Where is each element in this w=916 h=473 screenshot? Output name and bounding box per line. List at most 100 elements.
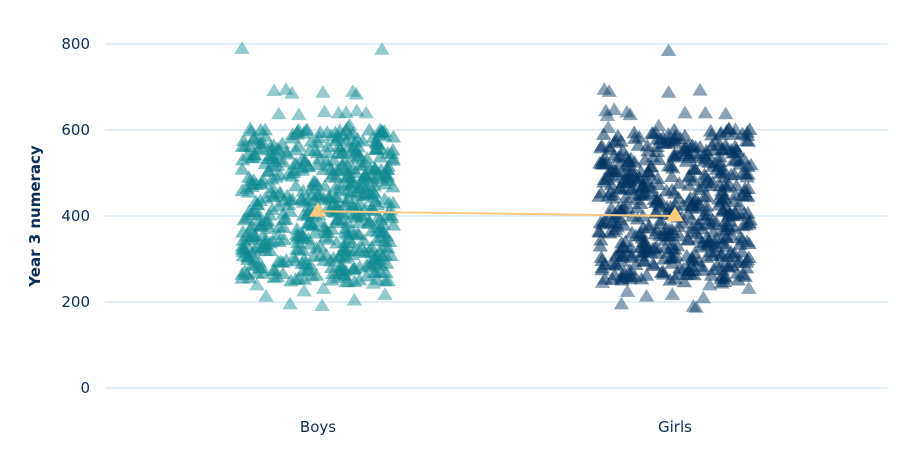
data-point-boys (364, 171, 381, 184)
data-point-boys (323, 260, 340, 273)
data-point-boys (307, 225, 323, 239)
data-point-girls (636, 253, 652, 267)
data-point-girls (740, 181, 756, 194)
data-point-girls (655, 264, 671, 277)
data-point-boys (320, 139, 336, 152)
data-point-boys (234, 41, 250, 54)
data-point-girls (664, 256, 680, 269)
data-point-boys (345, 84, 361, 97)
data-point-girls (606, 102, 622, 115)
data-point-boys (324, 272, 340, 286)
data-point-boys (271, 219, 287, 233)
data-point-girls (695, 290, 712, 304)
data-point-girls (692, 83, 708, 96)
data-point-girls (738, 166, 754, 180)
data-point-boys (261, 221, 278, 235)
data-point-girls (637, 152, 653, 166)
data-point-girls (734, 188, 751, 202)
data-point-boys (260, 151, 276, 165)
data-point-girls (732, 237, 748, 250)
data-point-girls (677, 105, 693, 119)
data-point-boys (338, 105, 354, 118)
data-point-girls (662, 273, 678, 286)
data-point-girls (664, 169, 680, 183)
data-point-girls (633, 271, 650, 285)
data-point-boys (262, 243, 278, 257)
data-point-boys (284, 86, 300, 99)
data-point-boys (275, 266, 291, 280)
data-point-boys (247, 258, 263, 271)
data-point-boys (349, 226, 366, 240)
data-point-girls (697, 105, 714, 119)
data-point-girls (687, 162, 704, 175)
data-point-girls (622, 107, 638, 121)
data-point-boys (356, 233, 372, 246)
data-point-girls (712, 127, 729, 141)
data-point-girls (688, 201, 705, 214)
mean-line (317, 210, 676, 217)
data-point-boys (385, 129, 402, 143)
data-point-boys (377, 273, 394, 287)
data-point-boys (355, 188, 371, 202)
data-point-girls (741, 281, 757, 294)
data-point-girls (626, 155, 643, 168)
data-point-girls (614, 271, 630, 285)
data-point-boys (308, 268, 325, 281)
data-point-girls (702, 178, 719, 192)
data-point-boys (257, 122, 273, 136)
data-point-girls (619, 284, 636, 297)
data-point-boys (358, 105, 374, 119)
data-point-girls (726, 127, 742, 140)
data-point-girls (721, 176, 737, 190)
data-point-boys (270, 254, 286, 268)
data-point-boys (241, 270, 258, 284)
data-point-boys (284, 169, 301, 182)
data-point-boys (254, 141, 270, 154)
data-point-boys (258, 288, 274, 302)
data-point-girls (671, 228, 688, 242)
data-point-boys (236, 212, 252, 226)
data-point-girls (618, 190, 634, 203)
data-point-boys (342, 185, 358, 199)
data-point-girls (650, 171, 666, 184)
data-point-boys (280, 197, 297, 211)
data-point-girls (631, 129, 647, 143)
y-axis-ticks: 0 200 400 600 800 (61, 35, 90, 397)
data-point-girls (612, 180, 628, 194)
data-point-girls (610, 150, 627, 164)
data-point-girls (660, 85, 677, 98)
data-point-girls (701, 234, 717, 248)
data-point-boys (315, 281, 332, 294)
data-point-girls (605, 169, 621, 183)
data-point-girls (717, 106, 734, 120)
data-point-girls (592, 225, 608, 238)
data-point-girls (693, 239, 709, 253)
data-point-boys (247, 232, 263, 246)
data-point-boys (234, 162, 250, 175)
data-point-girls (715, 169, 731, 183)
data-point-girls (594, 156, 610, 170)
data-point-girls (656, 252, 672, 265)
data-point-girls (634, 188, 651, 201)
data-point-girls (691, 182, 707, 195)
data-point-boys (351, 215, 367, 228)
data-point-boys (365, 276, 382, 289)
data-point-girls (683, 266, 699, 280)
data-point-boys (305, 218, 321, 231)
data-point-boys (278, 211, 294, 225)
data-point-boys (251, 207, 267, 221)
x-axis-ticks: Boys Girls (300, 418, 692, 436)
y-tick-label: 200 (61, 293, 90, 311)
data-point-girls (660, 43, 677, 57)
data-point-boys (272, 167, 288, 181)
data-point-boys (290, 235, 306, 249)
data-point-boys (243, 150, 259, 164)
data-point-girls (685, 299, 702, 312)
data-point-girls (671, 176, 688, 189)
data-point-girls (664, 287, 681, 300)
data-point-boys (266, 83, 282, 97)
x-tick-label: Girls (658, 418, 692, 436)
y-tick-label: 600 (61, 121, 90, 139)
data-point-girls (663, 158, 679, 172)
